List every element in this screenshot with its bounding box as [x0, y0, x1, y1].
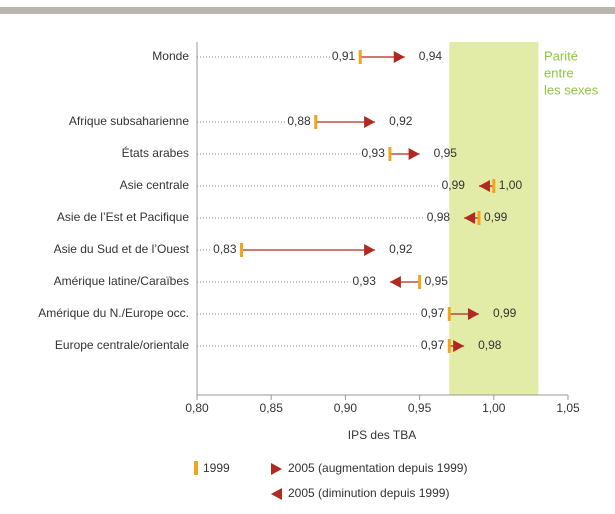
marker-2005 [464, 212, 476, 224]
x-tick-label: 0,85 [260, 401, 284, 415]
value-label: 0,93 [353, 274, 377, 288]
value-label: 0,97 [421, 306, 445, 320]
value-label: 0,95 [425, 274, 449, 288]
marker-2005 [393, 51, 405, 63]
x-tick-label: 0,80 [185, 401, 209, 415]
marker-2005 [364, 116, 376, 128]
x-tick-label: 0,95 [408, 401, 432, 415]
marker-1999 [314, 115, 318, 129]
legend-label: 2005 (diminution depuis 1999) [288, 486, 449, 500]
value-label: 0,88 [287, 114, 311, 128]
band-label: entre [544, 65, 574, 80]
marker-2005 [478, 180, 490, 192]
top-rule [0, 7, 615, 14]
category-label: Monde [152, 49, 189, 63]
category-label: Amérique du N./Europe occ. [38, 306, 189, 320]
x-axis-label: IPS des TBA [348, 428, 416, 442]
value-label: 0,92 [389, 114, 413, 128]
band-label: Parité [544, 48, 578, 63]
value-label: 0,93 [362, 146, 386, 160]
marker-1999 [447, 339, 451, 353]
value-label: 0,99 [493, 306, 517, 320]
category-label: États arabes [122, 145, 189, 160]
value-label: 0,98 [427, 210, 451, 224]
band-label: les sexes [544, 82, 599, 97]
value-label: 0,91 [332, 49, 356, 63]
marker-1999 [477, 211, 481, 225]
value-label: 1,00 [499, 178, 523, 192]
value-label: 0,92 [389, 242, 413, 256]
value-label: 0,98 [478, 338, 502, 352]
marker-1999 [388, 147, 392, 161]
marker-2005 [389, 276, 401, 288]
marker-2005 [408, 148, 420, 160]
category-label: Asie centrale [120, 178, 190, 192]
value-label: 0,97 [421, 338, 445, 352]
marker-1999 [358, 50, 362, 64]
category-label: Europe centrale/orientale [55, 338, 189, 352]
x-tick-label: 1,00 [482, 401, 506, 415]
category-label: Amérique latine/Caraïbes [54, 274, 189, 288]
x-tick-label: 0,90 [334, 401, 358, 415]
value-label: 0,95 [434, 146, 458, 160]
marker-2005 [364, 244, 376, 256]
marker-1999 [240, 243, 244, 257]
category-label: Asie de l’Est et Pacifique [57, 210, 189, 224]
category-label: Asie du Sud et de l’Ouest [54, 242, 190, 256]
legend-label: 2005 (augmentation depuis 1999) [288, 461, 467, 475]
marker-1999 [492, 179, 496, 193]
legend-label: 1999 [203, 461, 230, 475]
x-tick-label: 1,05 [556, 401, 580, 415]
marker-1999 [418, 275, 422, 289]
legend-swatch [271, 488, 282, 500]
marker-2005 [467, 308, 479, 320]
legend-swatch [271, 463, 282, 475]
value-label: 0,94 [419, 49, 443, 63]
legend-swatch [194, 461, 198, 475]
marker-1999 [447, 307, 451, 321]
value-label: 0,83 [213, 242, 237, 256]
category-label: Afrique subsaharienne [69, 114, 189, 128]
value-label: 0,99 [442, 178, 466, 192]
value-label: 0,99 [484, 210, 508, 224]
marker-2005 [453, 340, 465, 352]
